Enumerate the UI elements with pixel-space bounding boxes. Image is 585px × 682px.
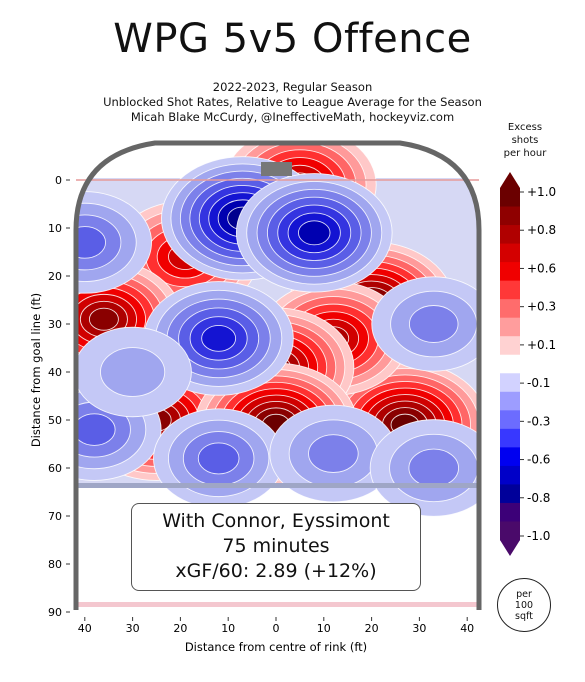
subtitle-description: Unblocked Shot Rates, Relative to League…: [103, 95, 482, 109]
y-tick-label: 50: [48, 414, 62, 427]
x-tick-label: 10: [221, 622, 235, 635]
unit-badge: per 100 sqft: [497, 578, 551, 632]
colorbar-swatch: [500, 206, 520, 226]
y-tick-label: 20: [48, 270, 62, 283]
y-tick-label: 60: [48, 462, 62, 475]
x-tick-label: 30: [126, 622, 140, 635]
colorbar-swatch: [500, 336, 520, 356]
colorbar: +1.0 +0.8 +0.6 +0.3 +0.1 -0.1 -0.3 -0.6 -0.8 -1.0: [500, 172, 556, 556]
x-tick-label: 10: [317, 622, 331, 635]
colorbar-swatch: [500, 447, 520, 467]
heatmap-hotspot: [76, 191, 153, 294]
colorbar-swatch: [500, 317, 520, 337]
axis-ticks: 40 30 20 10 0 10 20 30 40 0 10 20 30 40 50 60 70 80 90: [48, 174, 474, 635]
inset-xgf: xGF/60: 2.89 (+12%): [175, 560, 377, 582]
colorbar-swatch: [500, 484, 520, 504]
inset-minutes: 75 minutes: [222, 535, 330, 557]
colorbar-swatch: [500, 502, 520, 522]
badge-line: sqft: [515, 610, 533, 622]
x-axis-label: Distance from centre of rink (ft): [185, 640, 367, 654]
x-tick-label: 20: [173, 622, 187, 635]
stats-inset: With Connor, Eyssimont 75 minutes xGF/60…: [131, 503, 421, 591]
heatmap-blobs: [76, 143, 479, 517]
x-tick-label: 40: [460, 622, 474, 635]
colorbar-tick-label: +0.1: [527, 338, 556, 352]
heatmap-contour: [76, 226, 107, 259]
colorbar-swatch: [500, 354, 520, 374]
heatmap-hotspot: [76, 326, 192, 418]
chart-title: WPG 5v5 Offence: [113, 16, 472, 62]
colorbar-tick-label: -0.6: [527, 453, 550, 467]
colorbar-swatch: [500, 262, 520, 282]
x-tick-label: 40: [78, 622, 92, 635]
y-tick-label: 70: [48, 510, 62, 523]
colorbar-swatch: [500, 410, 520, 430]
colorbar-tick-label: -1.0: [527, 529, 550, 543]
colorbar-swatch: [500, 299, 520, 319]
colorbar-tick-label: +0.8: [527, 223, 556, 237]
colorbar-tick-label: +0.6: [527, 261, 556, 275]
subtitle-author: Micah Blake McCurdy, @IneffectiveMath, h…: [130, 110, 455, 124]
badge-line: 100: [514, 599, 534, 611]
subtitle-season: 2022-2023, Regular Season: [212, 80, 373, 94]
heatmap-hotspot: [235, 173, 393, 293]
colorbar-swatch: [500, 188, 520, 208]
heatmap-hotspot: [269, 404, 398, 503]
x-tick-label: 20: [365, 622, 379, 635]
blue-line: [76, 483, 479, 488]
y-tick-label: 10: [48, 222, 62, 235]
colorbar-tick-label: -0.3: [527, 414, 550, 428]
colorbar-title-line: Excess: [507, 122, 543, 133]
heatmap-contour: [88, 307, 119, 331]
x-tick-label: 0: [273, 622, 280, 635]
goal-net: [261, 162, 292, 176]
heatmap-contour: [201, 325, 237, 352]
y-tick-label: 0: [55, 174, 62, 187]
heatmap-contour: [76, 413, 116, 446]
colorbar-swatch: [500, 465, 520, 485]
colorbar-swatch: [500, 521, 520, 541]
heatmap-contour: [408, 448, 460, 488]
colorbar-swatch: [500, 391, 520, 411]
colorbar-tick-label: -0.8: [527, 491, 550, 505]
heatmap-contour: [408, 305, 459, 343]
heatmap-contour: [308, 434, 359, 473]
heatmap-contour: [100, 347, 166, 397]
colorbar-tick-label: +1.0: [527, 185, 556, 199]
inset-linemates: With Connor, Eyssimont: [162, 510, 390, 532]
colorbar-swatch: [500, 373, 520, 393]
heatmap-hotspot: [153, 408, 285, 509]
colorbar-title: Excess shots per hour: [490, 121, 560, 160]
y-axis-label: Distance from goal line (ft): [29, 293, 43, 447]
colorbar-swatch: [500, 225, 520, 245]
badge-line: per: [516, 588, 532, 600]
heatmap-contour: [297, 220, 331, 246]
colorbar-swatch: [500, 428, 520, 448]
x-tick-label: 30: [412, 622, 426, 635]
heatmap-area: [76, 143, 479, 640]
colorbar-tick-label: -0.1: [527, 376, 550, 390]
rink-boards: [73, 140, 482, 610]
colorbar-title-line: shots: [511, 135, 539, 146]
y-tick-label: 80: [48, 558, 62, 571]
y-tick-label: 30: [48, 318, 62, 331]
heatmap-hotspot: [371, 276, 479, 372]
centre-red-line: [76, 602, 479, 607]
y-tick-label: 90: [48, 606, 62, 619]
colorbar-swatch: [500, 243, 520, 263]
colorbar-swatch: [500, 280, 520, 300]
colorbar-title-line: per hour: [503, 148, 547, 159]
colorbar-tick-label: +0.3: [527, 300, 556, 314]
y-tick-label: 40: [48, 366, 62, 379]
colorbar-bottom-arrow: [500, 540, 520, 556]
colorbar-top-arrow: [500, 172, 520, 188]
heatmap-contour: [197, 442, 240, 475]
